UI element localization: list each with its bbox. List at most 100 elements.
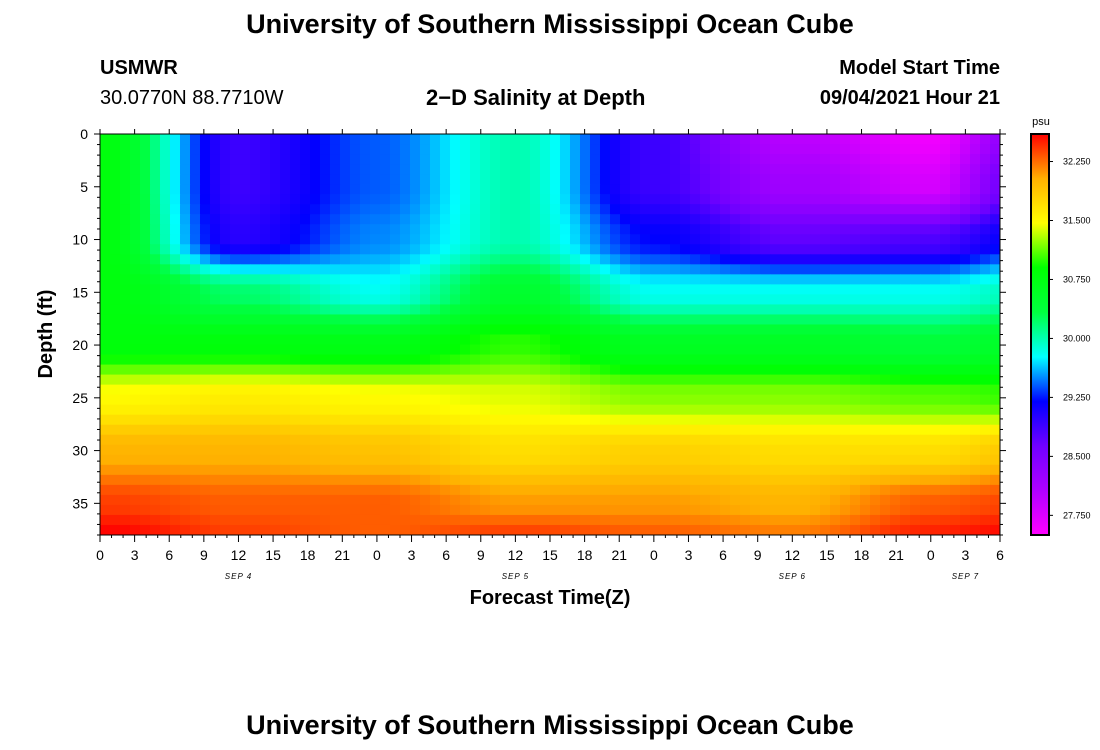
- heatmap-cell: [890, 444, 901, 456]
- heatmap-cell: [680, 204, 691, 215]
- heatmap-cell: [850, 224, 861, 235]
- heatmap-cell: [540, 194, 551, 205]
- heatmap-cell: [880, 464, 891, 476]
- heatmap-cell: [200, 364, 211, 376]
- heatmap-cell: [730, 254, 741, 265]
- heatmap-cell: [710, 354, 721, 366]
- heatmap-cell: [280, 464, 291, 476]
- heatmap-cell: [640, 354, 651, 366]
- heatmap-cell: [980, 494, 991, 506]
- heatmap-cell: [830, 444, 841, 456]
- heatmap-cell: [530, 464, 541, 476]
- page-title-top: University of Southern Mississippi Ocean…: [246, 9, 854, 39]
- heatmap-cell: [130, 514, 141, 526]
- heatmap-cell: [360, 264, 371, 275]
- heatmap-cell: [430, 514, 441, 526]
- heatmap-cell: [940, 294, 951, 306]
- heatmap-cell: [500, 514, 511, 526]
- colorbar-tick-label: 30.750: [1063, 274, 1091, 284]
- heatmap-cell: [780, 384, 791, 396]
- heatmap-cell: [310, 304, 321, 316]
- heatmap-cell: [710, 314, 721, 326]
- heatmap-cell: [410, 404, 421, 416]
- heatmap-cell: [990, 504, 1000, 516]
- heatmap-cell: [230, 164, 241, 175]
- heatmap-cell: [840, 424, 851, 436]
- heatmap-cell: [270, 214, 281, 225]
- heatmap-cell: [820, 404, 831, 416]
- heatmap-cell: [170, 294, 181, 306]
- heatmap-cell: [940, 314, 951, 326]
- heatmap-cell: [130, 274, 141, 285]
- heatmap-cell: [290, 494, 301, 506]
- heatmap-cell: [100, 284, 111, 296]
- heatmap-cell: [690, 424, 701, 436]
- heatmap-cell: [400, 154, 411, 165]
- heatmap-cell: [200, 234, 211, 245]
- heatmap-cell: [320, 254, 331, 265]
- heatmap-cell: [190, 314, 201, 326]
- heatmap-cell: [720, 304, 731, 316]
- heatmap-cell: [800, 274, 811, 285]
- heatmap-cell: [550, 364, 561, 376]
- heatmap-cell: [560, 234, 571, 245]
- heatmap-cell: [300, 354, 311, 366]
- heatmap-cell: [750, 164, 761, 175]
- heatmap-cell: [330, 144, 341, 155]
- heatmap-cell: [290, 204, 301, 215]
- heatmap-cell: [650, 444, 661, 456]
- heatmap-cell: [600, 354, 611, 366]
- heatmap-cell: [610, 154, 621, 165]
- heatmap-cell: [700, 354, 711, 366]
- heatmap-cell: [430, 244, 441, 255]
- heatmap-cell: [450, 184, 461, 195]
- heatmap-cell: [470, 334, 481, 346]
- heatmap-cell: [750, 214, 761, 225]
- heatmap-cell: [940, 434, 951, 446]
- heatmap-cell: [750, 384, 761, 396]
- heatmap-cell: [250, 204, 261, 215]
- heatmap-cell: [690, 234, 701, 245]
- heatmap-cell: [170, 194, 181, 205]
- heatmap-cell: [170, 154, 181, 165]
- heatmap-cell: [980, 484, 991, 496]
- heatmap-cell: [450, 304, 461, 316]
- heatmap-cell: [280, 374, 291, 386]
- heatmap-cell: [250, 224, 261, 235]
- heatmap-cell: [810, 234, 821, 245]
- heatmap-cell: [920, 184, 931, 195]
- heatmap-cell: [530, 254, 541, 265]
- heatmap-cell: [920, 224, 931, 235]
- heatmap-cell: [200, 164, 211, 175]
- heatmap-cell: [210, 344, 221, 356]
- heatmap-cell: [470, 314, 481, 326]
- heatmap-cell: [750, 264, 761, 275]
- heatmap-cell: [570, 354, 581, 366]
- heatmap-cell: [840, 434, 851, 446]
- heatmap-cell: [380, 154, 391, 165]
- y-axis-label: Depth (ft): [35, 290, 57, 379]
- heatmap-cell: [200, 404, 211, 416]
- heatmap-cell: [800, 384, 811, 396]
- heatmap-cell: [100, 254, 111, 265]
- heatmap-cell: [320, 284, 331, 296]
- heatmap-cell: [630, 184, 641, 195]
- heatmap-cell: [290, 224, 301, 235]
- heatmap-cell: [880, 154, 891, 165]
- heatmap-cell: [110, 334, 121, 346]
- heatmap-cell: [600, 364, 611, 376]
- heatmap-cell: [960, 224, 971, 235]
- heatmap-cell: [150, 234, 161, 245]
- heatmap-cell: [270, 514, 281, 526]
- heatmap-cell: [400, 324, 411, 336]
- heatmap-cell: [150, 244, 161, 255]
- heatmap-cell: [750, 464, 761, 476]
- heatmap-cell: [620, 374, 631, 386]
- heatmap-cell: [550, 444, 561, 456]
- heatmap-cell: [840, 334, 851, 346]
- heatmap-cell: [620, 454, 631, 466]
- heatmap-cell: [740, 524, 751, 535]
- heatmap-cell: [230, 504, 241, 516]
- heatmap-cell: [880, 404, 891, 416]
- heatmap-cell: [950, 524, 961, 535]
